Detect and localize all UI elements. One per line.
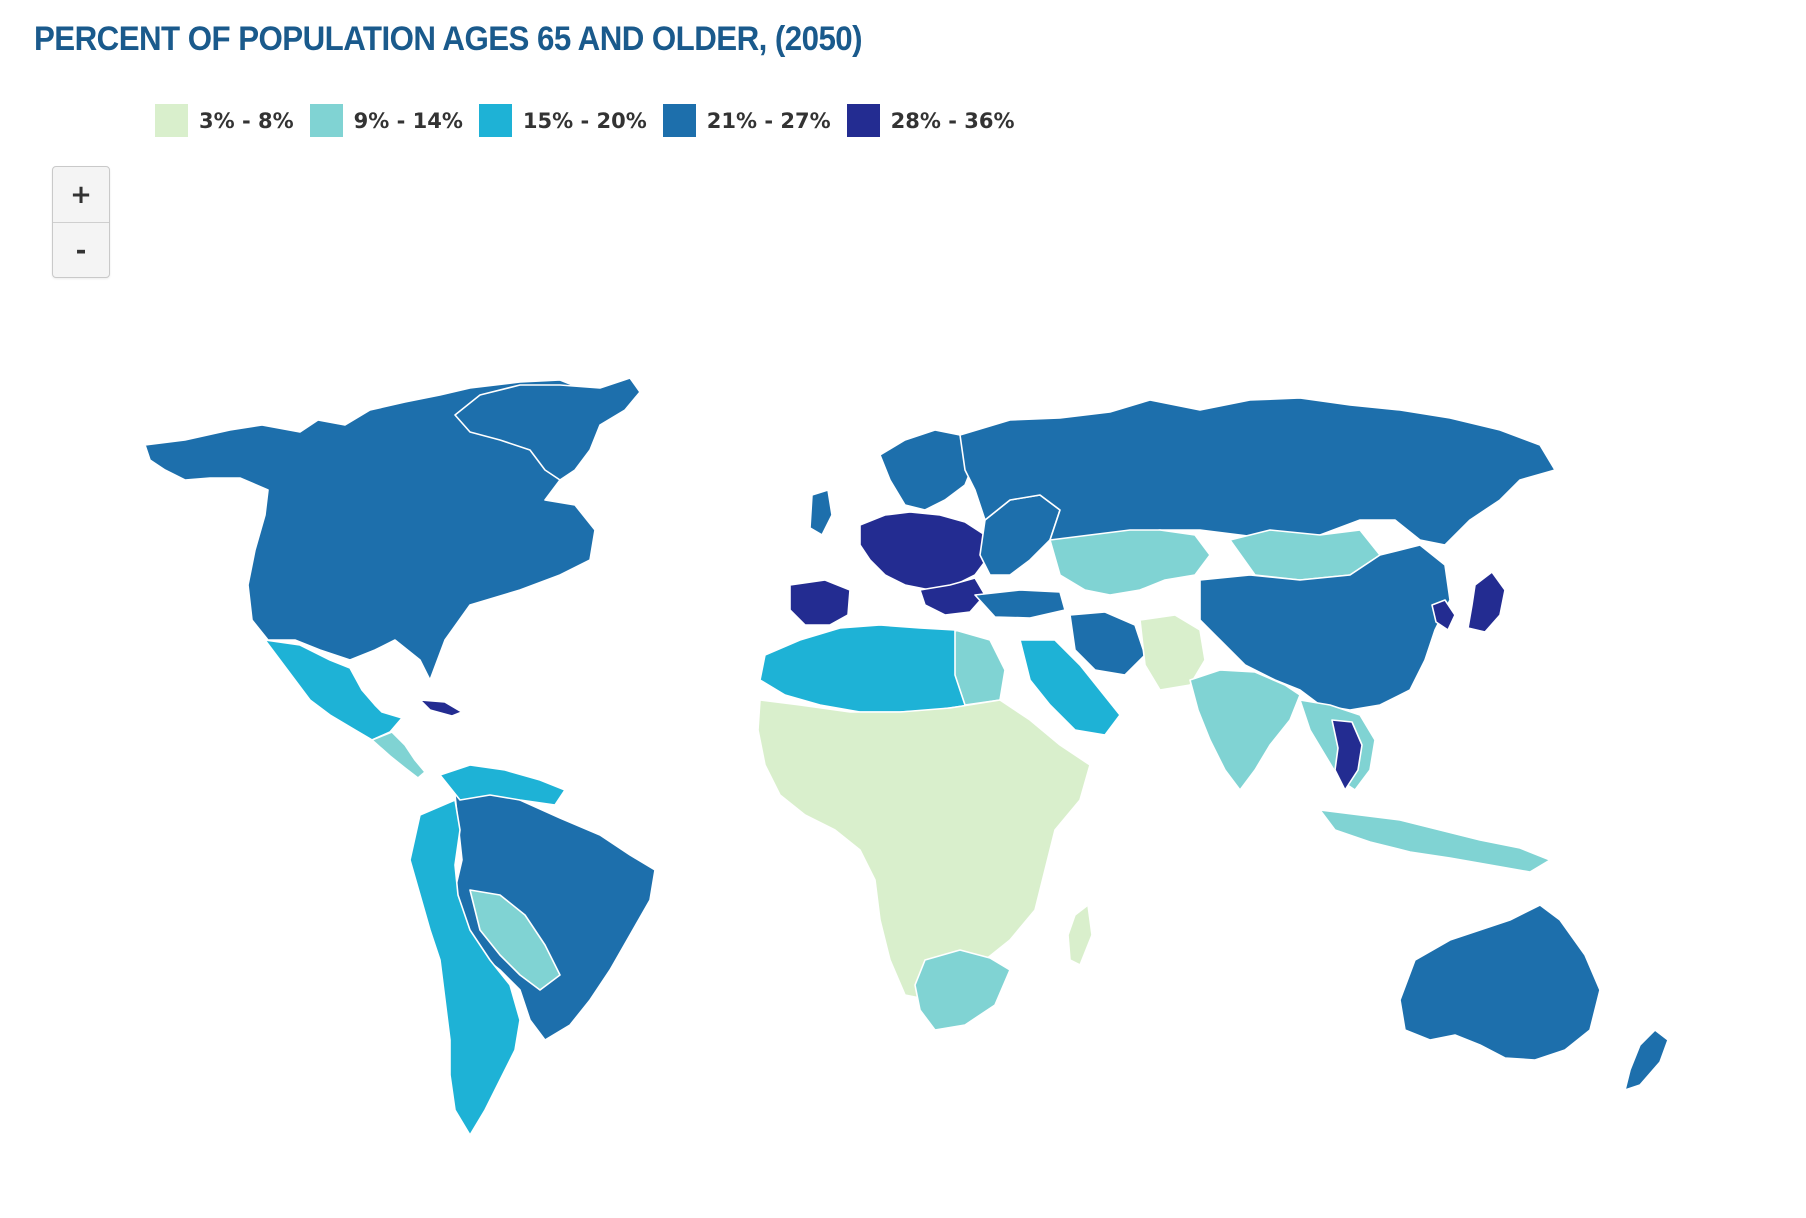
region-thailand[interactable]: [1331, 719, 1363, 791]
legend-swatch-3: [478, 104, 512, 137]
legend-swatch-5: [846, 104, 880, 137]
region-new-zealand[interactable]: [1624, 1029, 1669, 1091]
region-kazakhstan[interactable]: [1049, 529, 1211, 596]
region-andes[interactable]: [409, 799, 521, 1136]
region-iran[interactable]: [1069, 611, 1146, 676]
region-iberia[interactable]: [789, 579, 851, 626]
region-india[interactable]: [1189, 669, 1301, 791]
region-australia[interactable]: [1399, 904, 1601, 1061]
legend-label-1: 3% - 8%: [199, 108, 294, 133]
region-mexico[interactable]: [264, 639, 403, 741]
region-turkey[interactable]: [974, 589, 1066, 619]
region-egypt[interactable]: [954, 629, 1006, 706]
region-indonesia[interactable]: [1319, 809, 1551, 873]
map-title: PERCENT OF POPULATION AGES 65 AND OLDER,…: [34, 20, 863, 58]
region-central-europe[interactable]: [859, 511, 991, 591]
region-uk[interactable]: [809, 489, 833, 536]
legend-swatch-4: [662, 104, 696, 137]
zoom-out-button[interactable]: -: [53, 222, 109, 277]
region-sub-saharan-africa[interactable]: [757, 699, 1091, 1001]
region-pakistan-afghanistan[interactable]: [1139, 614, 1206, 691]
region-arabia[interactable]: [1019, 639, 1121, 736]
region-greenland[interactable]: [454, 377, 641, 481]
region-balkans[interactable]: [919, 577, 986, 616]
legend-item-3[interactable]: 15% - 20%: [478, 104, 647, 137]
region-venezuela-colombia[interactable]: [439, 764, 566, 806]
zoom-in-button[interactable]: +: [70, 179, 92, 210]
region-southern-africa[interactable]: [914, 949, 1011, 1031]
region-china[interactable]: [1199, 544, 1451, 711]
region-bolivia-paraguay[interactable]: [469, 889, 561, 991]
region-japan[interactable]: [1467, 571, 1506, 633]
region-cuba[interactable]: [419, 699, 463, 717]
region-korea[interactable]: [1431, 599, 1456, 631]
region-russia[interactable]: [959, 397, 1556, 546]
legend-swatch-1: [155, 104, 188, 137]
region-north-america[interactable]: [144, 379, 621, 681]
legend-item-2[interactable]: 9% - 14%: [309, 104, 463, 137]
legend-swatch-2: [309, 104, 343, 137]
legend-label-4: 21% - 27%: [706, 108, 831, 133]
legend-label-5: 28% - 36%: [890, 108, 1015, 133]
region-scandinavia[interactable]: [879, 429, 976, 511]
legend-label-3: 15% - 20%: [522, 108, 647, 133]
legend-label-2: 9% - 14%: [353, 108, 463, 133]
legend-item-1[interactable]: 3% - 8%: [155, 104, 294, 137]
legend: 3% - 8% 9% - 14% 15% - 20% 21% - 27% 28%…: [155, 104, 1031, 137]
legend-item-4[interactable]: 21% - 27%: [662, 104, 831, 137]
legend-item-5[interactable]: 28% - 36%: [846, 104, 1015, 137]
region-madagascar[interactable]: [1067, 904, 1093, 966]
zoom-control: + -: [52, 166, 110, 278]
region-central-america[interactable]: [371, 731, 426, 779]
